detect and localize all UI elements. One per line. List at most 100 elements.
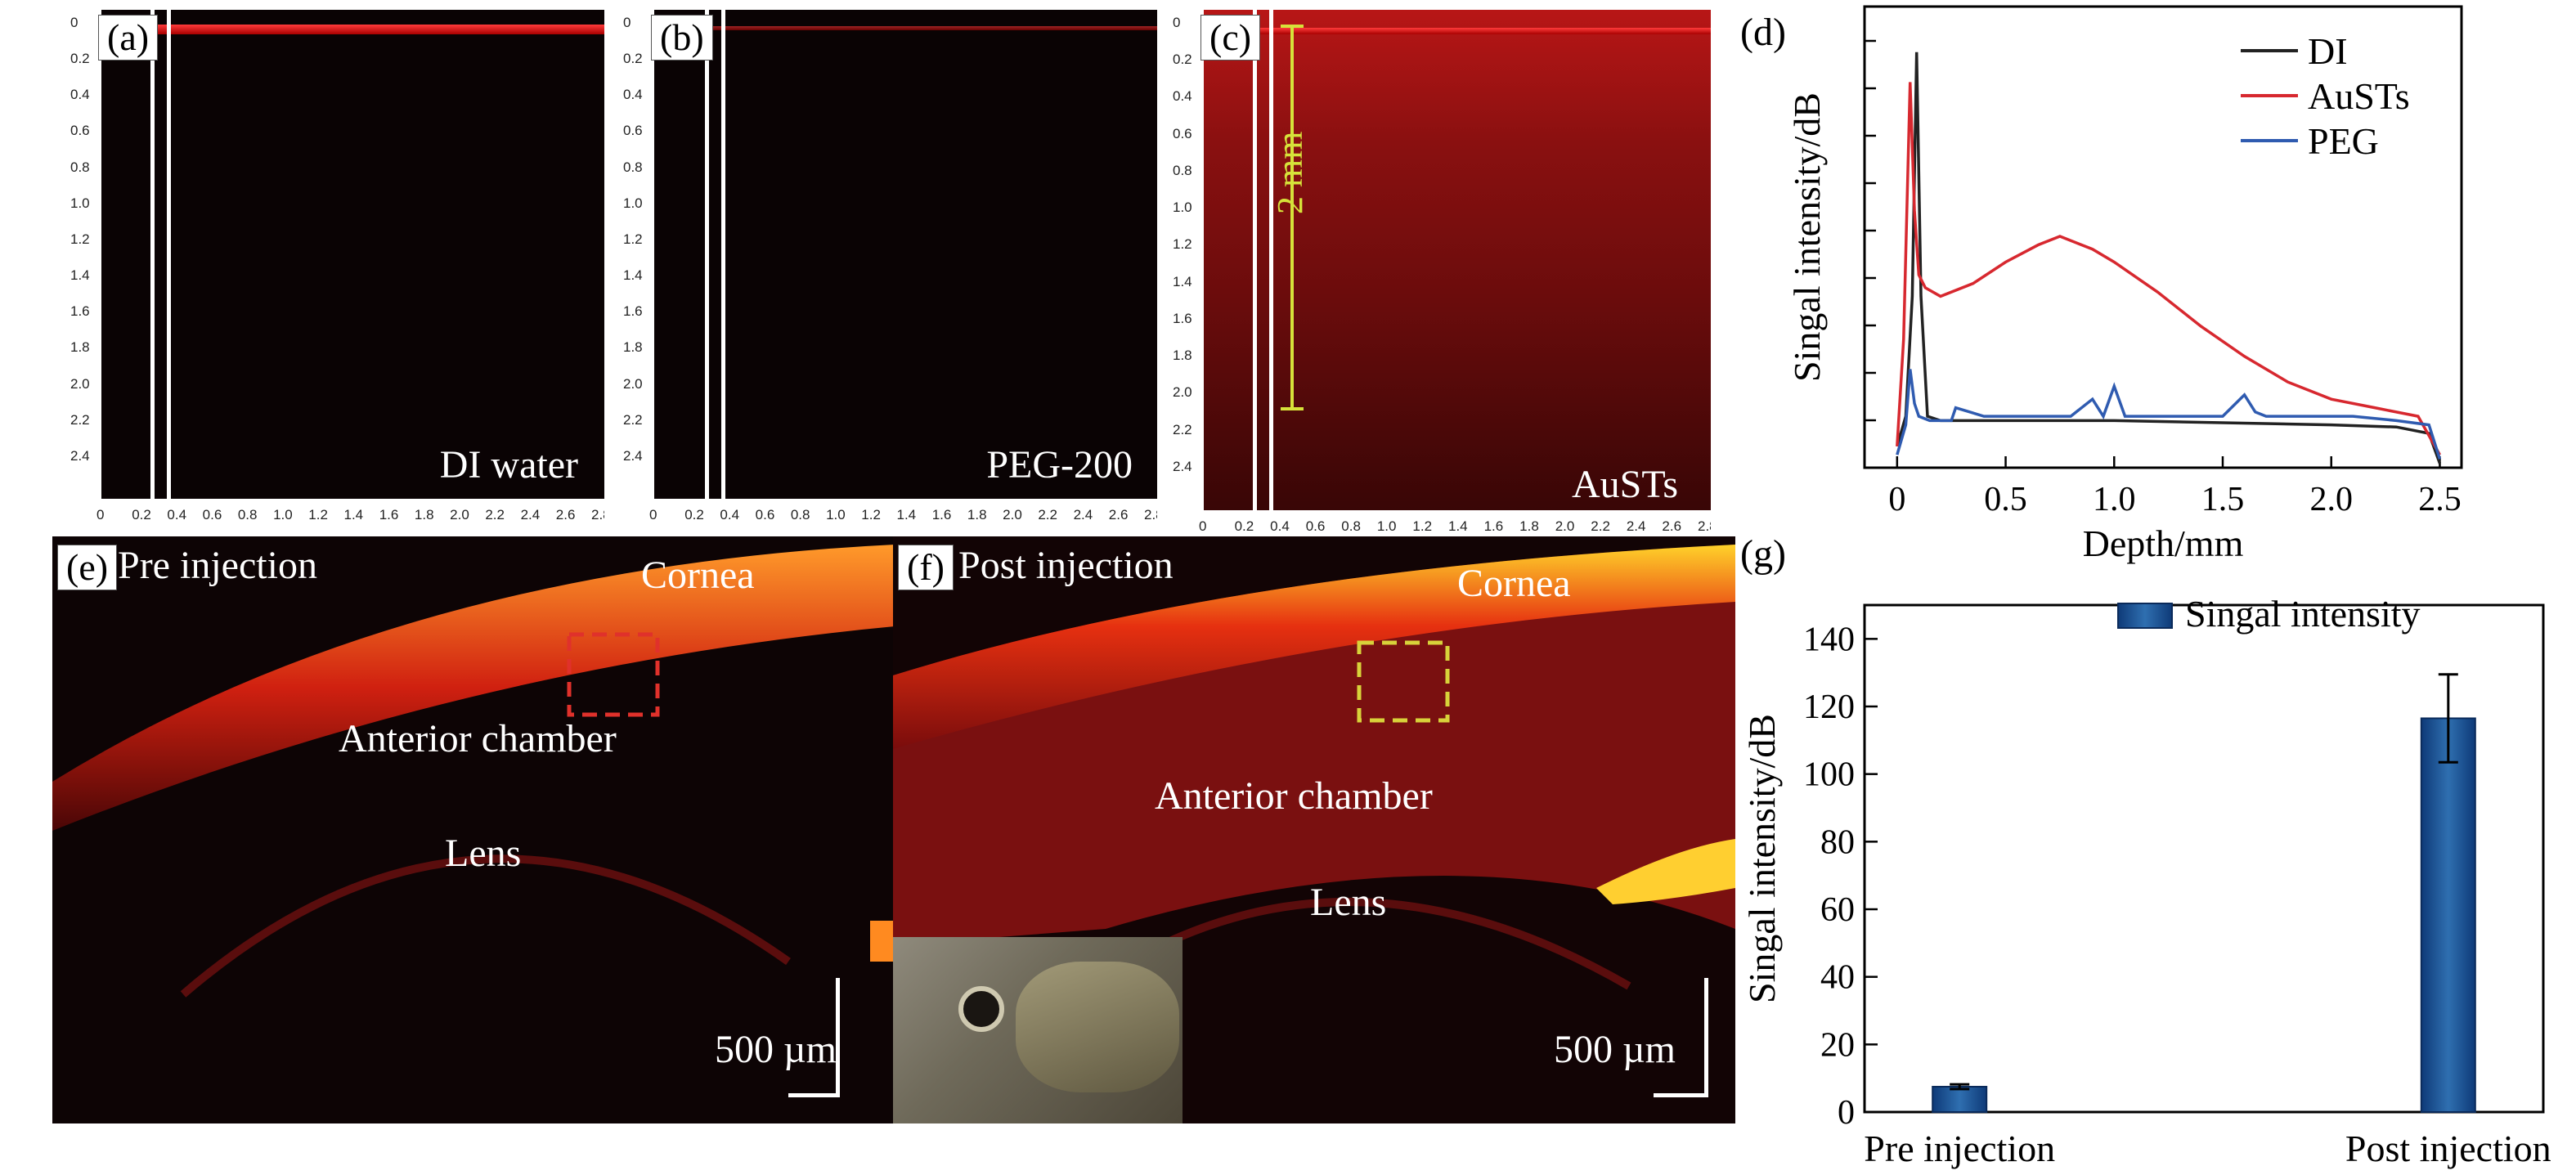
x-tick-label: 1.2 xyxy=(1412,518,1433,534)
y-tick-label: 0 xyxy=(70,15,79,30)
x-tick-label: 1.2 xyxy=(308,507,328,522)
eye-oct-post xyxy=(893,545,1735,1097)
marker-line-left xyxy=(1253,10,1257,510)
y-tick-label: 1.2 xyxy=(1173,236,1192,253)
x-tick-label: 0.6 xyxy=(202,507,222,522)
x-tick-label: 2.0 xyxy=(1555,518,1575,534)
scale-label: 2 mm xyxy=(1270,131,1310,214)
y-tick-label: 0.4 xyxy=(1173,88,1192,105)
x-tick-label: 2.2 xyxy=(1591,518,1610,534)
x-tick-label: 1.0 xyxy=(1376,518,1397,534)
x-tick-label: 2.4 xyxy=(1626,518,1646,534)
x-tick-label: 0.6 xyxy=(755,507,775,522)
legend-label: DI xyxy=(2308,30,2348,72)
y-tick-label: 1.6 xyxy=(623,303,643,320)
cornea-label: Cornea xyxy=(1457,562,1571,605)
x-tick-label: 1.0 xyxy=(273,507,293,522)
legend-label: AuSTs xyxy=(2308,75,2410,117)
scale-cap-bottom xyxy=(1281,407,1304,410)
x-tick-label: 0.2 xyxy=(684,507,704,522)
eye-oct-pre xyxy=(52,545,895,1097)
y-tick-label: 1.2 xyxy=(70,231,90,247)
y-tick-label: 1.4 xyxy=(623,267,643,284)
x-tick-label: 0.2 xyxy=(1234,518,1254,534)
x-tick-label: 2.8 xyxy=(1144,507,1157,522)
y-tick-label: 1.6 xyxy=(70,303,90,320)
panel-label: PEG-200 xyxy=(986,443,1133,487)
x-tick-label: 1.6 xyxy=(1483,518,1504,534)
y-tick-label: 0 xyxy=(1838,1094,1855,1132)
series-line-di xyxy=(1896,52,2442,464)
panel-letter: (e) xyxy=(57,545,118,590)
y-axis-label: Singal intensity/dB xyxy=(1786,92,1828,382)
y-tick-label: 0.8 xyxy=(70,159,90,175)
scale-label: 500 µm xyxy=(715,1028,837,1071)
y-tick-label: 40 xyxy=(1820,959,1855,997)
x-tick-label: 1.8 xyxy=(1519,518,1539,534)
x-ruler: 0 0.2 0.4 0.6 0.8 1.0 1.2 1.4 1.6 1.8 2.0 2.2 2.4 2.6… xyxy=(1171,510,1711,540)
panel-e: (e) Pre injection Cornea Anterior chambe… xyxy=(52,536,895,1123)
y-ruler: 0 0.2 0.4 0.6 0.8 1.0 1.2 1.4 1.6 1.8 2.0 2.2 2.4 xyxy=(69,10,101,528)
y-tick-label: 1.0 xyxy=(70,195,90,211)
y-tick-label: 1.4 xyxy=(70,267,90,284)
x-tick-label: 0.8 xyxy=(237,507,258,522)
y-tick-label: 1.6 xyxy=(1173,310,1192,326)
x-ruler: 0 0.2 0.4 0.6 0.8 1.0 1.2 1.4 1.6 1.8 2.0 2.2 2.4 2.6… xyxy=(622,499,1157,528)
y-tick-label: 140 xyxy=(1803,621,1855,658)
marker-line-right xyxy=(1269,10,1273,510)
fish-eye xyxy=(958,986,1004,1032)
legend-label: Singal intensity xyxy=(2185,593,2421,635)
x-tick-label: 2.8 xyxy=(1698,518,1711,534)
y-tick-label: 0.2 xyxy=(1173,52,1192,68)
y-ruler: 0 0.2 0.4 0.6 0.8 1.0 1.2 1.4 1.6 1.8 2.0 2.2 2.4 xyxy=(1171,10,1204,540)
legend-label: PEG xyxy=(2308,120,2379,162)
panel-g-letter: (g) xyxy=(1740,532,1786,576)
y-ruler: 0 0.2 0.4 0.6 0.8 1.0 1.2 1.4 1.6 1.8 2.0 2.2 2.4 xyxy=(622,10,654,528)
lens-label: Lens xyxy=(445,832,522,875)
y-tick-label: 20 xyxy=(1820,1026,1855,1064)
panel-letter: (a) xyxy=(98,15,159,61)
marker-line-right xyxy=(167,10,171,499)
x-category-label: Post injection xyxy=(2345,1128,2551,1169)
scale-cap-top xyxy=(1281,25,1304,28)
y-tick-label: 2.0 xyxy=(623,375,643,392)
x-tick-label: 2.2 xyxy=(1038,507,1057,522)
x-tick-label: 2.6 xyxy=(555,507,576,522)
panel-title: Pre injection xyxy=(118,544,317,587)
marker-line-left xyxy=(705,10,709,499)
bar-0 xyxy=(1932,1086,1988,1113)
x-ruler: 0 0.2 0.4 0.6 0.8 1.0 1.2 1.4 1.6 1.8 2.0 2.2 2.4 2.6… xyxy=(69,499,604,528)
x-tick-label: 2.6 xyxy=(1108,507,1129,522)
y-tick-label: 2.2 xyxy=(623,411,643,428)
lens-label: Lens xyxy=(1310,881,1387,924)
surface-line xyxy=(101,25,604,34)
x-tick-label: 0.4 xyxy=(720,507,740,522)
depth-intensity-chart: 0 0.5 1.0 1.5 2.0 2.5 Depth/mm Singal intensity… xyxy=(1786,5,2463,564)
panel-letter: (b) xyxy=(651,15,713,61)
x-tick-label: 1.6 xyxy=(379,507,399,522)
x-tick-label: 0 xyxy=(649,507,657,522)
scale-label: 500 µm xyxy=(1554,1028,1676,1071)
fish-body xyxy=(1016,962,1179,1092)
x-tick-label: 1.2 xyxy=(861,507,881,522)
y-tick-label: 1.4 xyxy=(1173,273,1192,289)
x-tick-label: 2.8 xyxy=(591,507,604,522)
y-tick-label: 1.0 xyxy=(1173,200,1192,216)
x-tick-label: 1.8 xyxy=(967,507,987,522)
y-tick-label: 2.0 xyxy=(1173,384,1192,401)
x-tick-label: 2.0 xyxy=(1003,507,1022,522)
x-tick-label: 0 xyxy=(96,507,105,522)
x-tick-label: 1.4 xyxy=(896,507,917,522)
bar-1 xyxy=(2420,717,2476,1113)
panel-d-letter: (d) xyxy=(1740,11,1786,54)
y-axis-label: Singal intensity/dB xyxy=(1742,714,1783,1003)
y-tick-label: 0.4 xyxy=(70,87,90,103)
plot-frame xyxy=(1863,603,2545,1114)
marker-line-left xyxy=(150,10,155,499)
y-tick-label: 120 xyxy=(1803,688,1855,726)
y-tick-label: 0 xyxy=(1173,15,1181,30)
cornea-label: Cornea xyxy=(641,554,755,597)
y-tick-label: 0.4 xyxy=(623,87,643,103)
x-tick-label: 0.2 xyxy=(132,507,151,522)
